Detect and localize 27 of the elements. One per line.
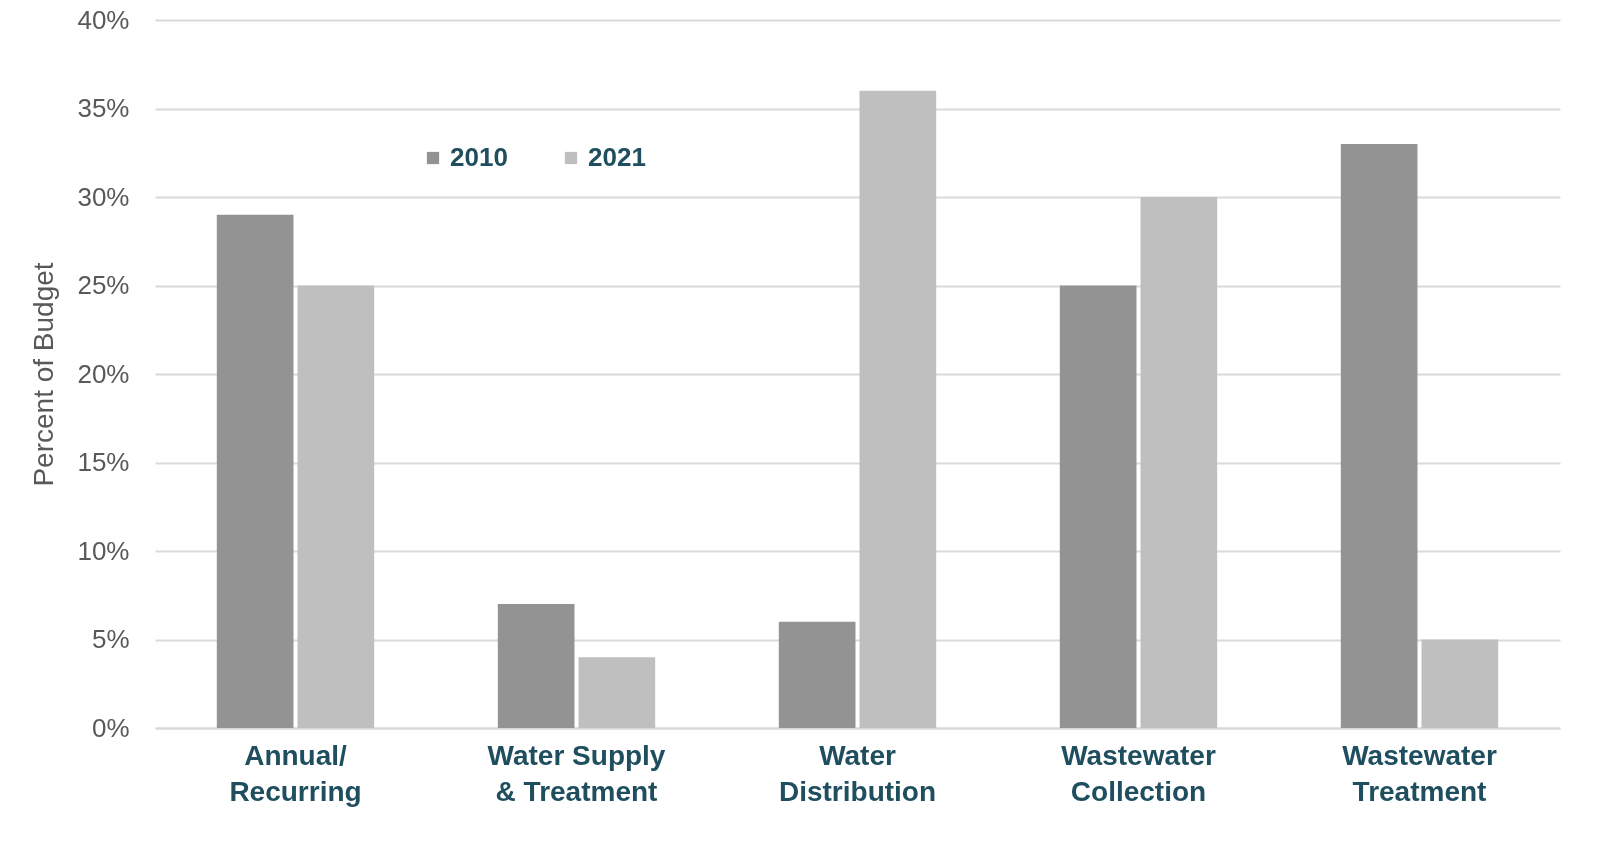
- y-tick-label: 20%: [77, 358, 130, 389]
- legend-label: 2010: [450, 142, 508, 172]
- bar: [778, 621, 856, 728]
- bar: [578, 657, 656, 728]
- x-tick-label: Wastewater Collection: [1061, 739, 1216, 807]
- legend-label: 2021: [588, 142, 646, 172]
- y-tick-label: 25%: [77, 270, 130, 300]
- y-tick-label: 35%: [77, 93, 130, 123]
- bar: [297, 285, 375, 728]
- x-tick-label: Water Distribution: [778, 739, 937, 807]
- bar: [1421, 639, 1499, 728]
- bar: [1340, 143, 1418, 728]
- x-tick-label: Wastewater Treatment: [1342, 739, 1497, 807]
- y-tick-label: 30%: [77, 181, 130, 212]
- y-tick-label: 5%: [91, 624, 130, 654]
- y-tick-label: 40%: [77, 4, 130, 35]
- y-tick-label: 15%: [77, 447, 130, 477]
- y-axis-title: Percent of Budget: [28, 262, 60, 487]
- bar: [1059, 285, 1137, 728]
- y-tick-label: 10%: [77, 535, 130, 566]
- bar: [497, 604, 575, 728]
- y-tick-label: 0%: [91, 712, 130, 743]
- bar: [859, 90, 937, 728]
- x-tick-label: Annual/ Recurring: [229, 739, 362, 807]
- bar: [216, 214, 294, 728]
- bar: [1140, 197, 1218, 728]
- x-tick-label: Water Supply & Treatment: [487, 739, 666, 807]
